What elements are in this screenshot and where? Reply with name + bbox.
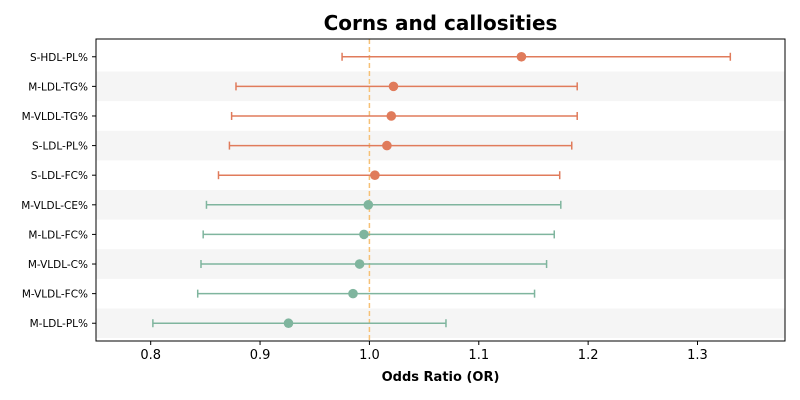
y-tick-label: M-VLDL-FC%: [22, 289, 88, 301]
x-axis-label: Odds Ratio (OR): [382, 370, 500, 385]
y-tick-label: M-LDL-TG%: [28, 81, 88, 93]
or-point: [386, 111, 397, 121]
or-point: [370, 170, 380, 180]
y-tick-label: S-HDL-PL%: [30, 52, 88, 64]
x-tick-label: 1.3: [687, 348, 708, 363]
or-point: [354, 259, 365, 269]
or-point: [382, 140, 392, 151]
or-point: [348, 288, 358, 299]
y-tick-label: S-LDL-PL%: [32, 141, 88, 153]
or-point: [363, 200, 374, 210]
or-point: [516, 51, 527, 62]
y-tick-label: M-LDL-PL%: [30, 318, 88, 330]
y-tick-label: M-LDL-FC%: [28, 229, 88, 241]
chart-title: Corns and callosities: [324, 11, 558, 35]
y-axis: S-HDL-PL% M-LDL-TG% M-VLDL-TG% S-LDL-PL% S-L…: [21, 52, 96, 330]
x-tick-label: 1.1: [468, 348, 489, 363]
y-tick-label: M-VLDL-C%: [28, 259, 88, 271]
y-tick-label: M-VLDL-CE%: [21, 200, 88, 212]
y-tick-label: M-VLDL-TG%: [22, 111, 88, 123]
x-tick-label: 0.8: [140, 348, 161, 363]
plot-frame: [95, 38, 786, 342]
y-tick-label: S-LDL-FC%: [31, 170, 88, 182]
or-point: [388, 81, 399, 92]
or-point: [359, 229, 369, 240]
data-marks: [152, 51, 732, 329]
or-point: [283, 318, 294, 329]
x-axis: 0.8 0.9 1.0 1.1 1.2 1.3: [140, 341, 708, 363]
x-tick-label: 1.0: [359, 348, 380, 363]
x-tick-label: 0.9: [250, 348, 271, 363]
x-tick-label: 1.2: [578, 348, 599, 363]
